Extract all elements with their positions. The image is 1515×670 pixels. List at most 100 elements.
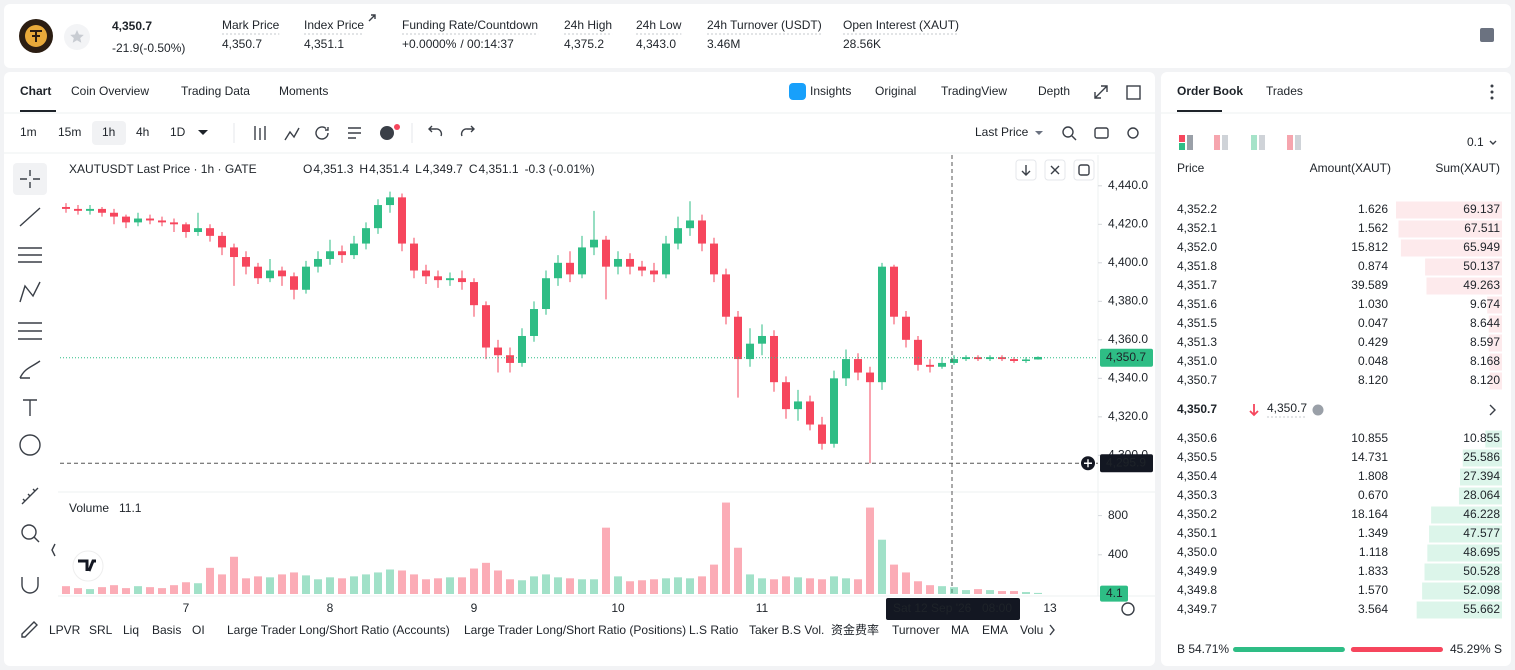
- volume-bar: [542, 574, 550, 594]
- zoom-tool[interactable]: [21, 524, 37, 540]
- settings-icon[interactable]: [1127, 127, 1139, 139]
- indicator-tab[interactable]: LPVR: [49, 623, 81, 637]
- text-tool[interactable]: [23, 399, 37, 416]
- indicators-icon[interactable]: [284, 127, 300, 141]
- expand-icon[interactable]: [1094, 85, 1108, 99]
- collapse-toolbar[interactable]: [51, 543, 56, 557]
- indicator-tab[interactable]: L.S Ratio: [689, 623, 739, 637]
- replay-icon[interactable]: [315, 126, 329, 140]
- price-source[interactable]: Last Price: [975, 125, 1029, 139]
- drawing-toolbar: [13, 163, 56, 638]
- volume-bar: [218, 574, 226, 594]
- snapshot-icon[interactable]: [1094, 127, 1109, 139]
- buy-ratio-bar: [1233, 647, 1345, 652]
- volume-bar: [914, 581, 922, 594]
- brush-tool[interactable]: [19, 360, 41, 379]
- more-arrow[interactable]: [1489, 404, 1496, 416]
- interval[interactable]: 1m: [20, 125, 37, 139]
- redo-icon[interactable]: [460, 125, 475, 137]
- crosshair-tool[interactable]: [20, 170, 40, 188]
- trendline-tool[interactable]: [19, 207, 41, 227]
- volume-bar: [830, 576, 838, 594]
- book-amount: 1.626: [1358, 202, 1388, 216]
- add-icon[interactable]: [380, 126, 394, 140]
- index-link-icon[interactable]: [368, 14, 376, 22]
- search-icon[interactable]: [1062, 126, 1074, 138]
- precision-dropdown[interactable]: [1489, 140, 1497, 145]
- indicator-tab[interactable]: Taker B.S Vol.: [749, 623, 824, 637]
- volume-bar: [554, 577, 562, 594]
- view-tab[interactable]: Depth: [1038, 84, 1070, 98]
- view-tab[interactable]: Insights: [810, 84, 851, 98]
- interval[interactable]: 15m: [58, 125, 81, 139]
- interval[interactable]: 4h: [136, 125, 149, 139]
- y-tick-label: 4,320.0: [1108, 409, 1148, 423]
- indicator-tab[interactable]: Liq: [123, 623, 139, 637]
- undo-icon[interactable]: [428, 125, 443, 137]
- view-icon[interactable]: [1287, 135, 1293, 150]
- book-tab[interactable]: Order Book: [1177, 84, 1243, 98]
- template-icon[interactable]: [348, 127, 361, 139]
- indicator-tab[interactable]: OI: [192, 623, 205, 637]
- interval[interactable]: 1h: [102, 125, 115, 139]
- indicator-tab[interactable]: MA: [951, 623, 969, 637]
- indicators-next[interactable]: [1049, 624, 1055, 636]
- view-icon[interactable]: [1214, 135, 1220, 150]
- indicator-tab[interactable]: Turnover: [892, 623, 940, 637]
- chart-tab[interactable]: Chart: [20, 84, 51, 98]
- view-icon: [1179, 143, 1185, 150]
- chart-tab[interactable]: Coin Overview: [71, 84, 149, 98]
- interval[interactable]: 1D: [170, 125, 186, 139]
- header-menu-icon[interactable]: [1480, 28, 1494, 42]
- axis-settings[interactable]: [1121, 602, 1135, 616]
- book-tab[interactable]: Trades: [1266, 84, 1303, 98]
- view-icon[interactable]: [1251, 135, 1257, 150]
- interval-dropdown[interactable]: [198, 130, 208, 135]
- book-price: 4,352.0: [1177, 240, 1217, 254]
- tradingview-mark: [78, 559, 96, 572]
- volume-bar: [62, 586, 70, 594]
- indicator-tab[interactable]: Large Trader Long/Short Ratio (Accounts): [227, 623, 450, 637]
- indicator-tab[interactable]: 资金费率: [831, 622, 879, 637]
- channel-tool[interactable]: [18, 247, 42, 263]
- emoji-tool[interactable]: [19, 434, 41, 456]
- indicator-tab[interactable]: Basis: [152, 623, 181, 637]
- pattern-tool[interactable]: [19, 281, 41, 303]
- view-tab[interactable]: Original: [875, 84, 916, 98]
- volume-bar: [1022, 592, 1030, 594]
- indicator-tab[interactable]: Large Trader Long/Short Ratio (Positions…: [464, 623, 686, 637]
- indicator-tab[interactable]: Volu: [1020, 623, 1043, 637]
- zoom-handle: [33, 536, 40, 543]
- view-tab[interactable]: TradingView: [941, 84, 1007, 98]
- book-sum: 52.098: [1463, 583, 1500, 597]
- reset-button[interactable]: [1073, 159, 1095, 181]
- insights-icon[interactable]: [789, 83, 806, 100]
- menu-dot[interactable]: [1490, 84, 1494, 88]
- volume-bar: [182, 582, 190, 594]
- volume-bar: [110, 585, 118, 594]
- mark-price-icon[interactable]: [1312, 404, 1324, 416]
- edit-tool[interactable]: [21, 621, 38, 638]
- magnet-tool[interactable]: [21, 577, 39, 594]
- legend-change: -0.3 (-0.01%): [525, 162, 595, 176]
- depth-bar: [1424, 563, 1502, 581]
- window-icon[interactable]: [1126, 85, 1141, 100]
- depth-bar: [1422, 582, 1502, 600]
- legend-key: C: [469, 162, 478, 176]
- indicator-tab[interactable]: SRL: [89, 623, 113, 637]
- depth-bar: [1488, 334, 1502, 352]
- ruler-tool[interactable]: [21, 487, 39, 505]
- volume-bar: [158, 588, 166, 594]
- price-source-dropdown[interactable]: [1035, 131, 1043, 135]
- fib-tool[interactable]: [18, 322, 42, 340]
- candle-type-icon[interactable]: [254, 126, 266, 140]
- volume-bar: [170, 585, 178, 594]
- precision[interactable]: 0.1: [1467, 135, 1484, 149]
- candle-body: [110, 212, 118, 217]
- indicator-tab[interactable]: EMA: [982, 623, 1008, 637]
- stat-value: 4,343.0: [636, 37, 676, 51]
- chart-tab[interactable]: Trading Data: [181, 84, 250, 98]
- chart-tab[interactable]: Moments: [279, 84, 328, 98]
- sell-ratio-bar: [1350, 647, 1443, 652]
- view-icon[interactable]: [1179, 135, 1185, 142]
